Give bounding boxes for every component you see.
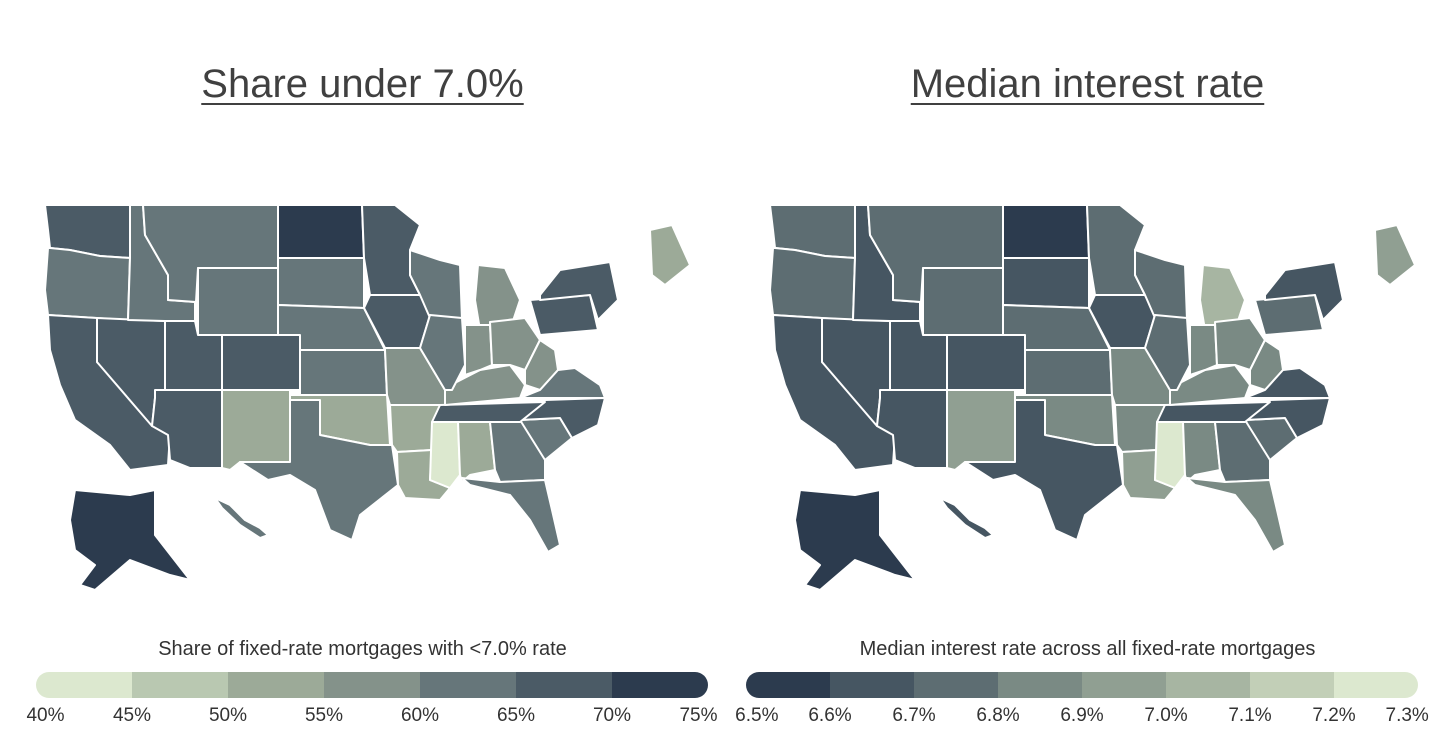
share-legend-title: Share of fixed-rate mortgages with <7.0%… — [158, 638, 567, 660]
legend-swatch — [746, 672, 830, 698]
state-nc — [519, 397, 606, 439]
state-al — [457, 421, 496, 483]
state-nd — [277, 204, 365, 259]
state-in — [464, 324, 493, 376]
state-tn — [1156, 401, 1271, 423]
state-wy — [197, 267, 279, 336]
legend-tick-label: 50% — [208, 705, 248, 726]
state-hi — [939, 497, 994, 539]
legend-tick-label: 6.6% — [808, 705, 852, 726]
state-or — [44, 247, 131, 321]
state-sd — [277, 257, 365, 309]
share-map-panel: Share under 7.0% Share of fixed-rate mor… — [26, 62, 717, 729]
state-ms — [429, 421, 461, 489]
state-tx — [239, 399, 399, 541]
legend-swatch — [612, 672, 708, 698]
share-us-map — [44, 204, 691, 591]
rate-legend-ticks: 6.5% 6.6% 6.7% 6.8% 6.9% 7.0% 7.1% 7.2% 7.3% — [735, 705, 1429, 729]
state-ks — [1024, 349, 1113, 396]
state-fl — [1186, 477, 1286, 553]
state-tx — [964, 399, 1124, 541]
legend-swatch — [1082, 672, 1166, 698]
state-ak — [794, 489, 916, 591]
state-or — [769, 247, 856, 321]
state-nd — [1002, 204, 1090, 259]
legend-tick-label: 45% — [112, 705, 152, 726]
rate-map-title: Median interest rate — [910, 62, 1265, 106]
state-nc — [1244, 397, 1331, 439]
state-ak — [69, 489, 191, 591]
legend-swatch — [1166, 672, 1250, 698]
share-legend-color-bar — [36, 672, 708, 698]
legend-swatch — [1250, 672, 1334, 698]
rate-map-panel: Median interest rate Median interest rat… — [725, 0, 1450, 750]
state-ny — [1264, 261, 1344, 321]
state-nm — [946, 389, 1016, 471]
state-co — [221, 334, 301, 391]
state-al — [1182, 421, 1221, 483]
state-pa — [1254, 294, 1324, 336]
legend-tick-label: 7.1% — [1228, 705, 1272, 726]
legend-tick-label: 40% — [26, 705, 65, 726]
share-map-title: Share under 7.0% — [201, 62, 524, 106]
state-ms — [1154, 421, 1186, 489]
legend-tick-label: 7.3% — [1385, 705, 1429, 726]
legend-swatch — [420, 672, 516, 698]
legend-tick-label: 6.5% — [735, 705, 779, 726]
legend-tick-label: 6.9% — [1060, 705, 1104, 726]
state-wy — [922, 267, 1004, 336]
state-fl — [461, 477, 561, 553]
state-nm — [221, 389, 291, 471]
state-il — [1144, 314, 1191, 391]
legend-tick-label: 6.7% — [892, 705, 936, 726]
legend-tick-label: 60% — [400, 705, 440, 726]
share-legend-ticks: 40% 45% 50% 55% 60% 65% 70% 75% — [26, 705, 717, 729]
rate-legend-title: Median interest rate across all fixed-ra… — [859, 638, 1316, 660]
legend-tick-label: 65% — [496, 705, 536, 726]
legend-tick-label: 7.0% — [1144, 705, 1188, 726]
legend-swatch — [914, 672, 998, 698]
state-tn — [431, 401, 546, 423]
state-pa — [529, 294, 599, 336]
legend-tick-label: 75% — [679, 705, 718, 726]
state-va — [1244, 367, 1331, 399]
rate-legend-color-bar — [746, 672, 1418, 698]
rate-us-map — [769, 204, 1416, 591]
state-me — [649, 224, 691, 286]
legend-swatch — [998, 672, 1082, 698]
legend-swatch — [36, 672, 132, 698]
legend-tick-label: 70% — [592, 705, 632, 726]
state-me — [1374, 224, 1416, 286]
legend-tick-label: 6.8% — [976, 705, 1020, 726]
legend-swatch — [132, 672, 228, 698]
legend-swatch — [516, 672, 612, 698]
legend-swatch — [324, 672, 420, 698]
state-hi — [214, 497, 269, 539]
state-va — [519, 367, 606, 399]
legend-swatch — [830, 672, 914, 698]
state-co — [946, 334, 1026, 391]
legend-tick-label: 55% — [304, 705, 344, 726]
legend-tick-label: 7.2% — [1312, 705, 1356, 726]
state-il — [419, 314, 466, 391]
state-ny — [539, 261, 619, 321]
state-ks — [299, 349, 388, 396]
state-sd — [1002, 257, 1090, 309]
legend-swatch — [228, 672, 324, 698]
state-in — [1189, 324, 1218, 376]
legend-swatch — [1334, 672, 1418, 698]
